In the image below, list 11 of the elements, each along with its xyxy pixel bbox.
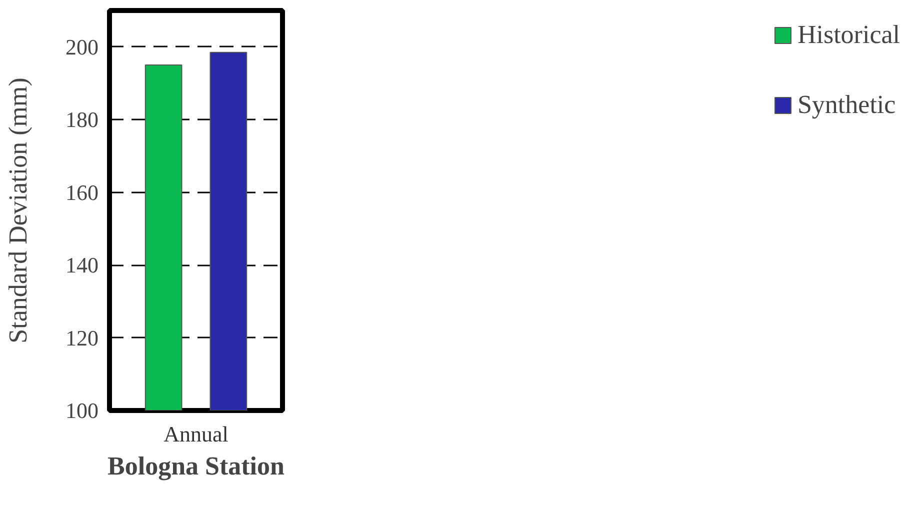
- y-tick-label: 200: [66, 34, 98, 60]
- x-tick-label: Annual: [164, 422, 228, 446]
- y-tick-label: 120: [66, 325, 98, 350]
- y-tick-label: 100: [66, 398, 98, 423]
- legend-label: Historical: [797, 20, 900, 50]
- y-tick-label: 160: [66, 180, 98, 205]
- y-axis-title: Standard Deviation (mm): [4, 78, 32, 344]
- legend-label: Synthetic: [797, 90, 896, 120]
- x-axis-title: Bologna Station: [108, 452, 286, 480]
- y-tick-label: 140: [66, 252, 98, 278]
- y-tick-label: 180: [66, 107, 98, 132]
